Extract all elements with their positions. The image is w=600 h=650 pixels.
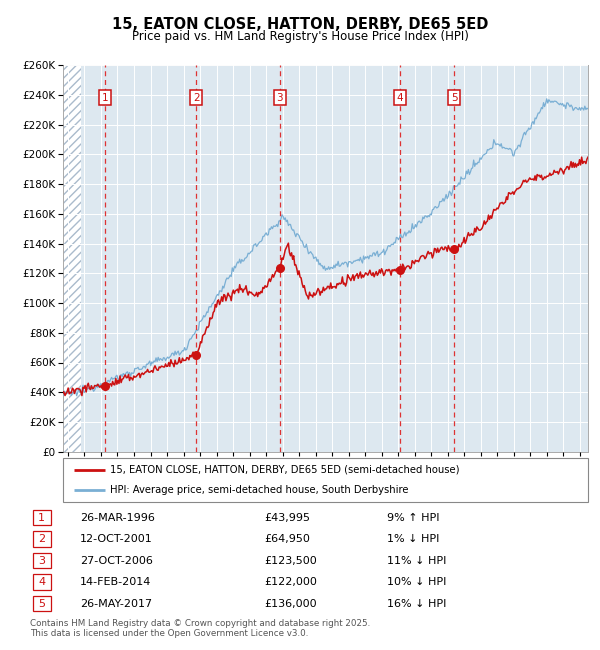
Text: 3: 3: [276, 93, 283, 103]
Bar: [33, 553, 50, 568]
Text: 12-OCT-2001: 12-OCT-2001: [80, 534, 153, 544]
Text: 15, EATON CLOSE, HATTON, DERBY, DE65 5ED: 15, EATON CLOSE, HATTON, DERBY, DE65 5ED: [112, 17, 488, 32]
Bar: [33, 596, 50, 611]
Text: 5: 5: [38, 599, 45, 608]
Text: 2: 2: [193, 93, 200, 103]
Bar: [63, 65, 81, 452]
Text: 3: 3: [38, 556, 45, 566]
Text: £122,000: £122,000: [265, 577, 317, 587]
Text: 2: 2: [38, 534, 45, 544]
Text: Contains HM Land Registry data © Crown copyright and database right 2025.
This d: Contains HM Land Registry data © Crown c…: [30, 619, 370, 638]
Bar: [33, 532, 50, 547]
Text: 26-MAY-2017: 26-MAY-2017: [80, 599, 152, 608]
Text: 15, EATON CLOSE, HATTON, DERBY, DE65 5ED (semi-detached house): 15, EATON CLOSE, HATTON, DERBY, DE65 5ED…: [110, 465, 460, 474]
Text: 11% ↓ HPI: 11% ↓ HPI: [387, 556, 446, 566]
Text: 4: 4: [38, 577, 45, 587]
Text: 16% ↓ HPI: 16% ↓ HPI: [387, 599, 446, 608]
Text: 1% ↓ HPI: 1% ↓ HPI: [387, 534, 439, 544]
Text: 9% ↑ HPI: 9% ↑ HPI: [387, 513, 440, 523]
Text: £123,500: £123,500: [265, 556, 317, 566]
Text: 26-MAR-1996: 26-MAR-1996: [80, 513, 155, 523]
Text: 4: 4: [397, 93, 403, 103]
Text: Price paid vs. HM Land Registry's House Price Index (HPI): Price paid vs. HM Land Registry's House …: [131, 30, 469, 43]
Bar: [33, 575, 50, 590]
Text: HPI: Average price, semi-detached house, South Derbyshire: HPI: Average price, semi-detached house,…: [110, 485, 409, 495]
Text: 1: 1: [101, 93, 108, 103]
Text: £136,000: £136,000: [265, 599, 317, 608]
Bar: [33, 510, 50, 525]
Text: £64,950: £64,950: [265, 534, 310, 544]
Text: £43,995: £43,995: [265, 513, 310, 523]
Text: 10% ↓ HPI: 10% ↓ HPI: [387, 577, 446, 587]
Text: 14-FEB-2014: 14-FEB-2014: [80, 577, 152, 587]
Text: 5: 5: [451, 93, 458, 103]
Text: 1: 1: [38, 513, 45, 523]
Text: 27-OCT-2006: 27-OCT-2006: [80, 556, 153, 566]
